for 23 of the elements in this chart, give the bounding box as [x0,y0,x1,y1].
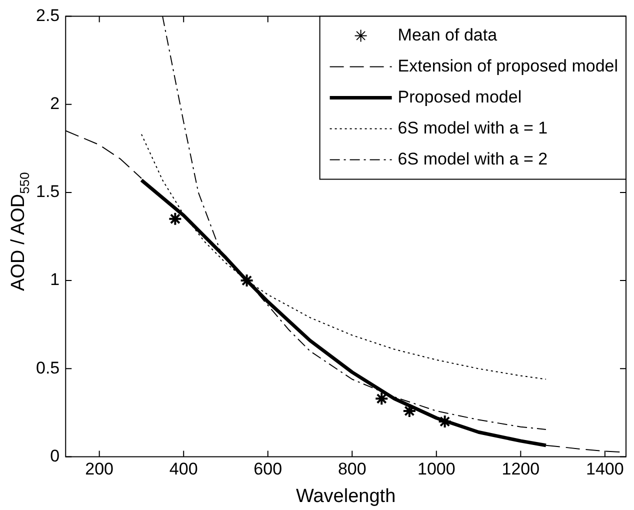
x-tick-label: 1200 [502,460,540,479]
x-axis-title: Wavelength [296,486,396,507]
legend-label: Mean of data [398,25,498,44]
legend-label: Extension of proposed model [398,56,618,76]
legend-label: 6S model with a = 2 [398,149,548,168]
legend-label: 6S model with a = 1 [398,118,548,138]
point [438,414,452,429]
legend-label: Proposed model [398,87,522,106]
y-tick-label: 0 [50,446,60,466]
y-tick-label: 1.5 [36,182,60,202]
point [168,212,182,226]
x-tick-label: 600 [254,460,282,479]
y-tick-label: 0.5 [36,358,60,378]
x-tick-label: 400 [169,460,198,479]
point [240,274,254,288]
x-tick-label: 200 [85,460,114,479]
y-tick-label: 2.5 [36,6,60,25]
point [374,392,389,406]
y-tick-label: 2 [50,94,60,114]
x-tick-label: 800 [338,460,366,479]
x-tick-label: 1400 [586,460,624,479]
y-tick-label: 1 [50,270,60,290]
x-tick-label: 1000 [417,460,456,479]
